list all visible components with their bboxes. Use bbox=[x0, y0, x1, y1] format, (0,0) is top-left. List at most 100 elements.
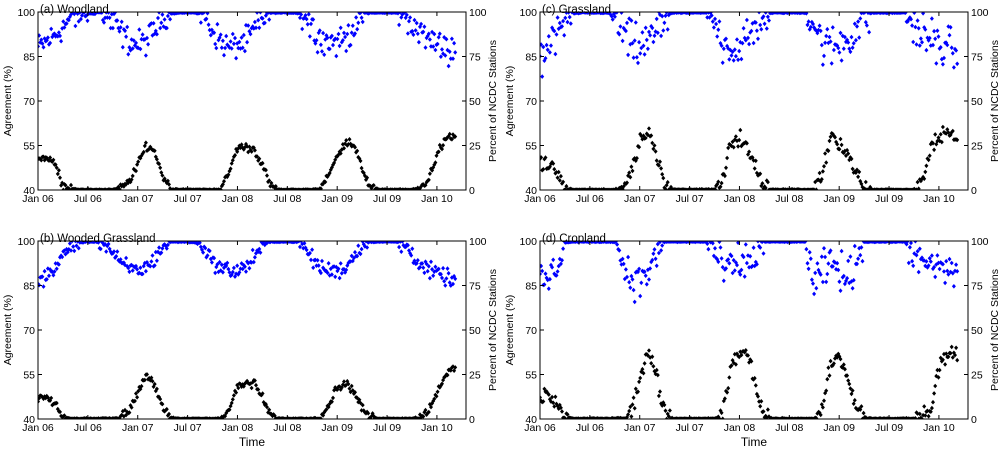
x-tick-label: Jul 06 bbox=[74, 193, 102, 205]
data-point bbox=[413, 18, 417, 23]
data-point bbox=[636, 61, 640, 66]
y-right-axis-label: Percent of NCDC Stations bbox=[989, 269, 1000, 391]
data-point bbox=[348, 137, 352, 142]
x-tick-label: Jul 06 bbox=[74, 422, 102, 434]
data-point bbox=[213, 42, 217, 47]
data-point bbox=[356, 243, 360, 248]
data-point bbox=[804, 247, 808, 252]
data-point bbox=[635, 55, 639, 60]
series-agreement bbox=[36, 239, 457, 289]
data-point bbox=[747, 42, 751, 47]
data-point bbox=[544, 271, 548, 276]
x-tick-label: Jul 06 bbox=[576, 422, 604, 434]
data-point bbox=[864, 180, 868, 185]
data-point bbox=[557, 170, 561, 175]
data-point bbox=[716, 27, 720, 32]
data-point bbox=[253, 20, 257, 25]
data-point bbox=[631, 169, 635, 174]
data-point bbox=[562, 33, 566, 38]
panel-1: Jan 06 Jul 06 Jan 07 Jul 07 Jan 08 Jul 08 Jan … bbox=[504, 4, 1000, 205]
data-point bbox=[823, 255, 827, 260]
data-point bbox=[157, 245, 161, 250]
y-left-tick-label: 55 bbox=[23, 370, 35, 382]
data-point bbox=[345, 32, 349, 37]
data-point bbox=[736, 58, 740, 63]
x-tick-label: Jan 10 bbox=[421, 422, 453, 434]
data-point bbox=[739, 57, 743, 62]
data-point bbox=[745, 261, 749, 266]
data-point bbox=[422, 24, 426, 29]
data-point bbox=[553, 395, 557, 400]
x-tick-label: Jan 07 bbox=[624, 193, 656, 205]
data-point bbox=[265, 173, 269, 178]
data-point bbox=[649, 361, 653, 366]
data-point bbox=[321, 31, 325, 36]
data-point bbox=[752, 41, 756, 46]
y-right-tick-label: 75 bbox=[971, 52, 983, 64]
data-point bbox=[351, 23, 355, 28]
data-point bbox=[743, 274, 747, 279]
panel-0: Jan 06 Jul 06 Jan 07 Jul 07 Jan 08 Jul 08 Jan … bbox=[2, 4, 499, 205]
data-point bbox=[144, 269, 148, 274]
data-point bbox=[338, 276, 342, 281]
data-point bbox=[762, 251, 766, 256]
data-point bbox=[343, 35, 347, 40]
x-tick-label: Jul 07 bbox=[174, 422, 202, 434]
data-point bbox=[756, 37, 760, 42]
panel-title: (b) Wooded Grassland bbox=[40, 233, 155, 245]
data-point bbox=[856, 256, 860, 261]
data-point bbox=[931, 400, 935, 405]
data-point bbox=[647, 348, 651, 353]
x-tick-label: Jan 10 bbox=[421, 193, 453, 205]
data-point bbox=[765, 26, 769, 31]
data-point bbox=[320, 259, 324, 264]
data-point bbox=[300, 27, 304, 32]
data-point bbox=[247, 266, 251, 271]
data-point bbox=[924, 48, 928, 53]
data-point bbox=[428, 171, 432, 176]
data-point bbox=[168, 17, 172, 22]
data-point bbox=[825, 377, 829, 382]
data-point bbox=[632, 55, 636, 60]
data-point bbox=[918, 43, 922, 48]
data-point bbox=[229, 39, 233, 44]
data-layer bbox=[538, 10, 959, 193]
data-point bbox=[824, 160, 828, 165]
figure: Jan 06 Jul 06 Jan 07 Jul 07 Jan 08 Jul 08 Jan … bbox=[0, 0, 1000, 450]
data-point bbox=[825, 27, 829, 32]
data-point bbox=[706, 247, 710, 252]
data-point bbox=[253, 255, 257, 260]
data-point bbox=[124, 34, 128, 39]
y-left-tick-label: 70 bbox=[525, 96, 537, 108]
data-point bbox=[436, 390, 440, 395]
y-left-tick-label: 70 bbox=[525, 325, 537, 337]
data-point bbox=[935, 253, 939, 258]
data-point bbox=[850, 35, 854, 40]
data-point bbox=[660, 243, 664, 248]
y-left-tick-label: 85 bbox=[23, 281, 35, 293]
data-point bbox=[842, 46, 846, 51]
data-point bbox=[231, 397, 235, 402]
data-point bbox=[346, 23, 350, 28]
data-point bbox=[257, 26, 261, 31]
data-point bbox=[267, 17, 271, 22]
data-point bbox=[917, 270, 921, 275]
data-point bbox=[627, 280, 631, 285]
data-point bbox=[431, 273, 435, 278]
data-point bbox=[655, 17, 659, 22]
data-point bbox=[719, 245, 723, 250]
data-point bbox=[651, 364, 655, 369]
data-point bbox=[944, 259, 948, 264]
data-point bbox=[439, 54, 443, 59]
y-right-tick-label: 50 bbox=[971, 325, 983, 337]
data-point bbox=[561, 19, 565, 24]
data-point bbox=[717, 240, 721, 245]
data-point bbox=[244, 269, 248, 274]
data-point bbox=[668, 408, 672, 413]
data-point bbox=[407, 19, 411, 24]
data-point bbox=[807, 267, 811, 272]
data-point bbox=[222, 53, 226, 58]
data-point bbox=[722, 47, 726, 52]
y-left-tick-label: 70 bbox=[23, 325, 35, 337]
data-point bbox=[245, 40, 249, 45]
